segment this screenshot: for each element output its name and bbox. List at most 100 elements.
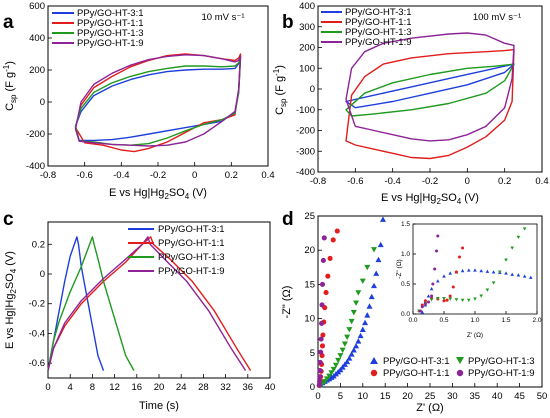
- cv-curve-a-3: [74, 54, 242, 147]
- inset-point-d-1-11: [461, 246, 465, 250]
- inset-point-d-0-8: [460, 269, 465, 273]
- nyquist-point-d-0-15: [350, 347, 357, 353]
- a-x-tick-label-4: 0: [192, 170, 197, 181]
- d-inset-x-tick-label-4: 2.0: [532, 317, 541, 324]
- inset-point-d-0-4: [436, 279, 440, 283]
- nyquist-point-d-1-14: [330, 237, 336, 243]
- b-y-tick-label-5: 100: [299, 63, 315, 74]
- b-y-tick-label-1: -300: [296, 146, 315, 157]
- d-x-tick-label-10: 50: [537, 391, 548, 402]
- x-axis-label-d: Z' (Ω): [416, 402, 443, 414]
- d-inset-y-tick-label-3: 1.5: [401, 221, 410, 228]
- ticks-d: 0 5 10 15 20 25 30 35 40 45 50 0 5 10 15 20 25: [304, 211, 547, 402]
- legend-label-d-2: PPy/GO-HT-1:3: [468, 356, 535, 367]
- nyquist-point-d-2-7: [332, 362, 339, 369]
- nyquist-point-d-0-21: [364, 312, 371, 318]
- inset-y-label-d: -Z" (Ω): [396, 259, 403, 278]
- d-x-tick-label-1: 5: [338, 391, 343, 402]
- c-x-tick-label-3: 12: [109, 382, 120, 393]
- nyquist-point-d-0-10: [339, 364, 346, 370]
- a-y-tick-label-1: -200: [26, 129, 45, 140]
- legend-b: PPy/GO-HT-3:1 PPy/GO-HT-1:1 PPy/GO-HT-1:…: [321, 7, 412, 48]
- inset-point-d-0-19: [529, 275, 533, 279]
- b-x-tick-label-3: -0.2: [422, 176, 438, 187]
- c-x-tick-label-8: 32: [220, 382, 231, 393]
- nyquist-point-d-0-16: [353, 342, 360, 349]
- nyquist-point-d-2-17: [355, 290, 362, 296]
- cv-curve-b-2: [345, 63, 515, 117]
- nyquist-point-d-2-8: [335, 357, 342, 364]
- legend-label-d-1: PPy/GO-HT-1:1: [383, 368, 450, 379]
- nyquist-point-d-0-11: [341, 361, 348, 367]
- nyquist-point-d-3-10: [320, 257, 326, 264]
- c-x-tick-label-7: 28: [198, 382, 209, 393]
- panel-letter-c: c: [3, 209, 14, 230]
- gcd-curve-c-1: [47, 236, 252, 371]
- nyquist-point-d-2-20: [371, 247, 377, 253]
- d-y-tick-label-2: 10: [304, 314, 315, 325]
- nyquist-point-d-0-22: [366, 303, 373, 309]
- d-inset-x-tick-label-0: 0.0: [408, 317, 417, 324]
- b-y-tick-label-6: 200: [299, 43, 315, 54]
- inset-point-d-1-6: [445, 298, 449, 302]
- inset-point-d-0-3: [429, 287, 434, 291]
- gcd-curve-c-3: [47, 236, 247, 371]
- nyquist-point-d-0-20: [362, 319, 369, 326]
- c-x-tick-label-6: 24: [176, 382, 187, 393]
- inset-point-d-3-7: [435, 249, 439, 253]
- cv-curve-b-0: [345, 63, 515, 109]
- nyquist-point-d-2-6: [330, 366, 337, 373]
- nyquist-point-d-0-26: [375, 256, 382, 263]
- d-inset-x-tick-label-2: 1.0: [470, 317, 479, 324]
- d-x-tick-label-6: 30: [447, 391, 458, 402]
- inset-point-d-1-2: [423, 299, 427, 303]
- panel-b: b -0.8 -0.6 -0.4 -0.2 0 0.2 0.4 -400 -300 -200 -10…: [272, 1, 549, 206]
- nyquist-point-d-2-4: [326, 373, 333, 380]
- inset-point-d-0-12: [485, 269, 490, 273]
- ticks-b: -0.8 -0.6 -0.4 -0.2 0 0.2 0.4 -400 -300 -200 -100 0…: [296, 1, 549, 187]
- x-axis-label-a: E vs Hg|Hg2SO4 (V): [109, 187, 207, 201]
- nyquist-point-d-0-23: [368, 293, 375, 300]
- nyquist-point-d-2-3: [323, 376, 330, 382]
- y-axis-label-a: Csp (F g-1): [2, 61, 18, 111]
- cv-curve-a-0: [74, 54, 242, 142]
- legend-label-a-2: PPy/GO-HT-1:3: [77, 28, 144, 39]
- a-x-tick-label-0: -0.8: [40, 170, 56, 181]
- curves-a: [74, 53, 242, 153]
- inset-point-d-0-2: [426, 294, 431, 298]
- nyquist-point-d-2-14: [348, 318, 355, 325]
- panel-c: c 0 4 8 12 16 20 24 28 32 36 40 -0.6 -0.4 -0.2 0 0.2 PP…: [3, 209, 275, 412]
- inset-point-d-0-11: [479, 269, 483, 273]
- nyquist-point-d-3-2: [317, 374, 323, 380]
- a-x-tick-label-3: -0.2: [150, 170, 166, 181]
- nyquist-point-d-1-12: [325, 273, 331, 279]
- inset-point-d-1-9: [454, 270, 458, 274]
- inset-point-d-0-18: [522, 274, 527, 278]
- nyquist-point-d-0-18: [357, 332, 364, 339]
- legend-label-b-0: PPy/GO-HT-3:1: [345, 7, 412, 18]
- c-x-tick-label-4: 16: [132, 382, 143, 393]
- inset-point-d-2-12: [491, 281, 496, 285]
- d-x-tick-label-3: 15: [380, 391, 391, 402]
- inset-point-d-2-13: [498, 270, 502, 274]
- inset-point-d-2-14: [504, 258, 508, 262]
- ticks-c: 0 4 8 12 16 20 24 28 32 36 40 -0.6 -0.4 -0.2 0 0.2: [29, 239, 276, 393]
- legend-label-b-2: PPy/GO-HT-1:3: [345, 27, 412, 38]
- inset-point-d-2-6: [454, 298, 459, 302]
- inset-point-d-2-5: [448, 297, 452, 301]
- nyquist-point-d-2-5: [328, 370, 335, 376]
- inset-point-d-0-9: [467, 268, 471, 272]
- cv-curve-b-1: [345, 48, 515, 160]
- nyquist-point-d-0-13: [346, 355, 353, 361]
- c-y-tick-label-4: 0.2: [32, 239, 45, 250]
- inset-point-d-0-6: [448, 271, 452, 275]
- d-y-tick-label-5: 25: [304, 211, 315, 222]
- c-y-tick-label-2: -0.2: [29, 299, 45, 310]
- d-inset-x-tick-label-1: 0.5: [439, 317, 448, 324]
- inset-point-d-2-16: [516, 235, 521, 239]
- nyquist-point-d-0-27: [377, 241, 384, 248]
- nyquist-point-d-3-11: [321, 235, 327, 241]
- d-y-tick-label-1: 5: [310, 348, 315, 359]
- inset-point-d-3-4: [430, 294, 434, 298]
- a-x-tick-label-1: -0.6: [76, 170, 92, 181]
